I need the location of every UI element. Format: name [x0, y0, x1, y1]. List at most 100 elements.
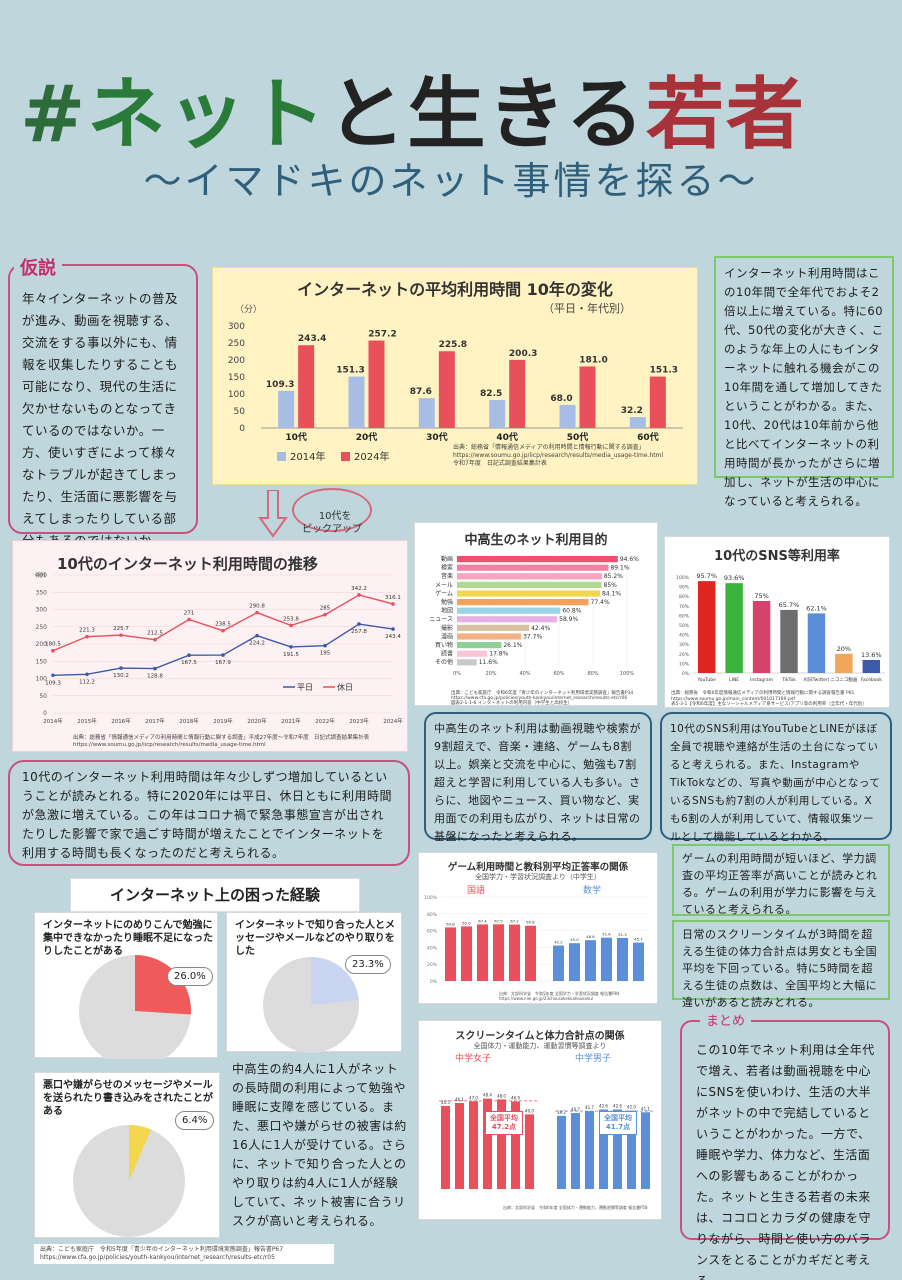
chart2-data-label: 167.9 — [215, 660, 231, 666]
chart5-data-label: 48.6 — [586, 934, 595, 939]
chart1-bar — [629, 417, 646, 428]
chart2-legend-label: 休日 — [337, 682, 353, 692]
chart1-bar — [489, 399, 506, 428]
chart5-ytick: 60% — [427, 929, 438, 935]
chart5-data-label: 45.0 — [570, 937, 579, 942]
chart3-category-label: メール — [435, 582, 453, 589]
chart2-point — [391, 627, 395, 631]
chart3-bar — [457, 642, 502, 649]
chart5-data-label: 67.5 — [494, 918, 503, 923]
chart3-category-label: ニュース — [429, 616, 453, 623]
chart5-ytick: 40% — [427, 945, 438, 951]
chart1-bar — [368, 340, 385, 428]
chart3-category-label: ゲーム — [435, 589, 453, 597]
chart2-data-label: 128.8 — [147, 674, 163, 680]
chart1-xtick: 30代 — [426, 431, 448, 443]
hypothesis-text: 年々インターネットの普及が進み、動画を視聴する、交流をする事以外にも、情報を収集… — [22, 291, 179, 548]
chart1-svg: （分） 0 50 100 150 200 250 300 109.3 243.4 10代 151.3 2… — [228, 304, 683, 463]
trouble-v3: 6.4% — [175, 1111, 215, 1130]
chart3-data-label: 84.1% — [602, 590, 621, 597]
chart4-ytick: 30% — [679, 642, 690, 648]
note5-text: 中高生の約4人に1人がネットの長時間の利用によって勉強や睡眠に支障を感じている。… — [232, 1062, 407, 1228]
chart3-category-label: 買い物 — [435, 641, 453, 649]
chart6-data-label: 46.9 — [511, 1095, 520, 1100]
chart6-right-label: 中学男子 — [575, 1054, 612, 1064]
chart3-category-label: 撮影 — [441, 624, 453, 632]
chart6-avg-right: 全国平均 41.7点 — [599, 1111, 637, 1135]
chart5-source: 出典：文部科学省 令和5年度 全国学力・学習状況調査 報告書P84 https:… — [499, 991, 620, 1001]
chart1-data-label: 32.2 — [621, 406, 643, 416]
trouble-source: 出典：こども家庭庁 令和5年度「青少年のインターネット利用環境実態調査」報告書P… — [34, 1244, 334, 1264]
chart4-data-label: 95.7% — [696, 572, 717, 580]
pie-chart-3 — [73, 1125, 185, 1237]
chart5-data-label: 45.7 — [634, 937, 643, 942]
chart1-data-label: 151.3 — [336, 366, 364, 376]
chart3-bar — [457, 599, 589, 606]
chart2-data-label: 195 — [320, 651, 331, 657]
chart2-data-label: 225.7 — [113, 626, 129, 632]
chart6-data-label: 41.1 — [641, 1106, 650, 1111]
chart3-xtick: 100% — [620, 671, 635, 677]
chart2-source: 出典：総務省「情報通信メディアの利用時間と情報行動に関する調査」平成27年度〜令… — [73, 735, 370, 748]
chart2-data-label: 212.5 — [147, 631, 163, 637]
chart4-source: 出典：総務省 令和6年度情報通信メディアの利用時間と情報行動に関する調査報告書 … — [671, 691, 867, 707]
chart3-category-label: 検索 — [441, 564, 453, 572]
chart2-data-label: 316.1 — [385, 595, 401, 601]
chart2-xtick: 2017年 — [145, 717, 165, 725]
chart6-bar — [641, 1112, 650, 1189]
chart2-point — [51, 648, 55, 653]
chart1-data-label: 225.8 — [439, 340, 467, 350]
chart3-bar — [457, 607, 561, 614]
note1-box: インターネット利用時間はこの10年間で全年代でおよそ2倍以上に増えている。特に6… — [714, 256, 894, 508]
chart3-bar — [457, 564, 609, 571]
chart2-data-label: 290.8 — [249, 604, 265, 610]
chart3-bar — [457, 616, 558, 623]
chart2-ytick: 400 — [36, 572, 48, 579]
chart4-data-label: 13.6% — [861, 651, 882, 659]
chart2-point — [85, 634, 89, 639]
chart2-data-label: 167.5 — [181, 660, 197, 666]
chart4-ytick: 20% — [679, 652, 690, 658]
chart1-data-label: 257.2 — [368, 330, 396, 340]
chart2-point — [187, 617, 191, 622]
chart3-category-label: 地図 — [441, 607, 453, 615]
chart1-subtitle: （平日・年代別） — [543, 302, 631, 315]
trouble-v1: 26.0% — [167, 967, 213, 986]
chart2-point — [323, 643, 327, 648]
chart6-data-label: 42.6 — [599, 1103, 608, 1108]
pie2-slice — [311, 957, 359, 1005]
chart4-bar — [835, 653, 853, 673]
chart6-data-label: 40.0 — [525, 1108, 534, 1113]
chart2-card: 10代のインターネット利用時間の推移 (分) 0 50 100 150 200 250 300… — [12, 540, 408, 752]
chart3-bar — [457, 573, 602, 580]
chart3-bar — [457, 556, 618, 563]
chart1-source: 出典：総務省「情報通信メディアの利用時間と情報行動に関する調査」 https:/… — [453, 444, 664, 467]
title-ikiru: 生きる — [407, 70, 646, 160]
chart4-ytick: 40% — [679, 633, 690, 639]
chart4-xtick: ニコニコ動画 — [830, 676, 857, 683]
chart1-title: インターネットの平均利用時間 10年の変化 — [297, 280, 613, 299]
chart1-legend-swatch — [341, 452, 350, 461]
chart4-ytick: 60% — [679, 613, 690, 619]
trouble-title: インターネット上の困った経験 — [70, 878, 360, 912]
chart2-point — [187, 653, 191, 658]
chart6-bar — [627, 1110, 636, 1189]
note7-text: 日常のスクリーンタイムが3時間を超える生徒の体力合計点は男女とも全国平均を下回っ… — [682, 928, 878, 1009]
chart4-xtick: TikTok — [781, 677, 796, 683]
chart4-bar — [725, 583, 743, 673]
pie3-slice — [129, 1125, 151, 1181]
chart4-bar — [698, 581, 716, 673]
title-to: と — [327, 70, 408, 160]
chart3-category-label: 勉強 — [441, 598, 453, 606]
chart4-title: 10代のSNS等利用率 — [714, 549, 840, 564]
chart6-bar — [557, 1115, 566, 1189]
chart6-title: スクリーンタイムと体力合計点の関係 — [455, 1031, 625, 1042]
chart2-data-label: 191.5 — [283, 652, 299, 658]
chart5-bar — [569, 943, 580, 981]
chart1-data-label: 181.0 — [579, 355, 607, 365]
chart2-ytick: 200 — [36, 641, 48, 648]
chart2-xtick: 2015年 — [77, 717, 97, 725]
chart2-xtick: 2021年 — [281, 717, 301, 725]
chart1-bar — [509, 359, 526, 428]
chart4-card: 10代のSNS等利用率 0% 10% 20% 30% 40% 50% 60% 70% 80% 90… — [664, 536, 890, 708]
